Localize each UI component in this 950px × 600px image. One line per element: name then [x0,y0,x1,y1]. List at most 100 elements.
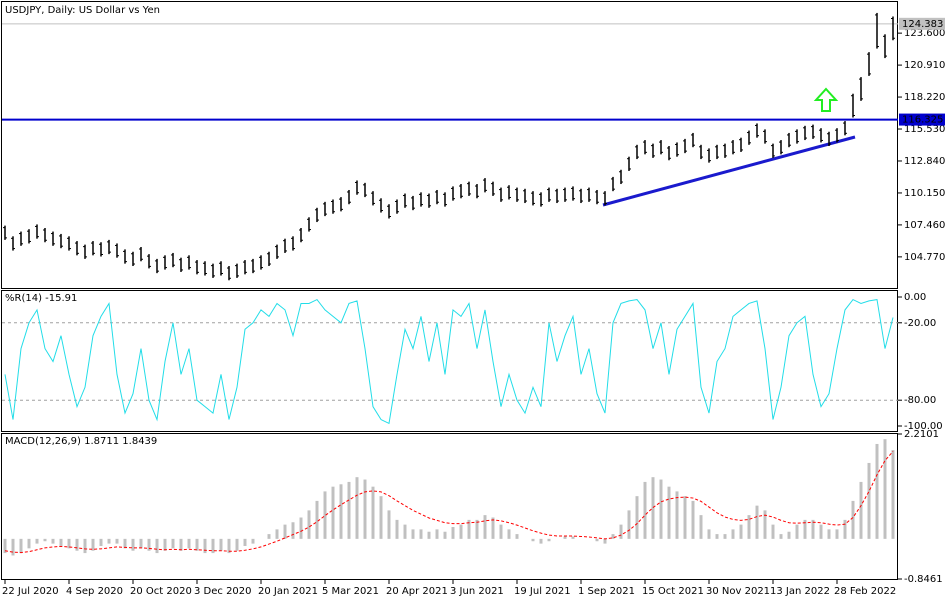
x-tick-label: 4 Sep 2020 [66,586,123,597]
macd-bar [379,496,383,539]
macd-bar [835,529,839,539]
macd-bar [643,481,647,539]
macd-bar [403,524,407,539]
macd-bar [371,486,375,539]
macd-bar [659,479,663,539]
macd-bar [435,529,439,539]
macd-bar [771,524,775,539]
macd-bar [115,538,119,544]
macd-bar [683,496,687,539]
macd-bar [483,515,487,539]
macd-bar [35,538,39,544]
y-tick-label: 118.220 [904,92,945,103]
macd-bar [515,534,519,539]
macd-bar [619,524,623,539]
x-tick-label: 28 Feb 2022 [834,586,896,597]
macd-bar [803,519,807,539]
y-tick-label: 2.2101 [904,429,939,440]
macd-bar [427,531,431,539]
macd-bar [123,538,127,549]
macd-bar [139,538,143,549]
macd-bar [603,538,607,544]
y-tick-label: 110.150 [904,188,945,199]
x-tick-label: 13 Jan 2022 [770,586,830,597]
macd-bar [67,538,71,549]
macd-bar [355,477,359,539]
macd-bar [275,529,279,539]
macd-bar [699,515,703,539]
macd-bar [3,538,7,554]
price-panel [1,1,898,289]
macd-bar [475,519,479,539]
macd-bar [99,538,103,546]
macd-bar [395,519,399,539]
macd-bar [691,500,695,539]
macd-bar [251,538,255,544]
x-tick-label: 5 Mar 2021 [322,586,379,597]
x-tick-label: 20 Apr 2021 [386,586,448,597]
macd-bar [611,534,615,539]
macd-bar [91,538,95,551]
macd-bar [171,538,175,549]
y-tick-label: 112.840 [904,156,945,167]
macd-bar [59,538,63,546]
macd-bar [347,481,351,539]
macd-bar [11,538,15,556]
macd-bar [539,538,543,544]
macd-bar [235,538,239,551]
macd-bar [507,529,511,539]
macd-bar [819,524,823,539]
macd-bar [227,538,231,554]
macd-bar [107,538,111,544]
macd-bar [499,524,503,539]
macd-bar [755,505,759,539]
macd-bar [811,519,815,539]
macd-bar [267,534,271,539]
last-price-box [899,17,945,30]
y-tick-label: -80.00 [904,395,936,406]
x-tick-label: 19 Jul 2021 [514,586,571,597]
y-tick-label: 120.910 [904,60,945,71]
macd-bar [27,538,31,549]
macd-bar [331,486,335,539]
macd-bar [635,496,639,539]
macd-bar [75,538,79,551]
macd-bar [363,479,367,539]
macd-bar [667,486,671,539]
macd-bar [315,500,319,539]
macd-bar [155,538,159,554]
macd-bar [595,538,599,542]
macd-bar [779,534,783,539]
y-tick-label: -20.00 [904,318,936,329]
wpr-line [4,298,894,425]
y-tick-label: 123.600 [904,28,945,39]
macd-bar [187,538,191,549]
macd-bar [291,522,295,539]
trend-line [602,135,856,207]
macd-bar [283,524,287,539]
x-tick-label: 22 Jul 2020 [2,586,59,597]
macd-bar [675,491,679,539]
macd-bar [459,524,463,539]
macd-bar [627,510,631,539]
macd-bar [219,538,223,551]
macd-bar [883,439,887,539]
y-tick-label: 104.770 [904,252,945,263]
macd-bar [179,538,183,551]
macd-bar [563,536,567,539]
macd-title: MACD(12,26,9) 1.8711 1.8439 [5,436,157,447]
macd-bar [843,519,847,539]
macd-bar [571,536,575,539]
macd-bar [651,477,655,539]
macd-bar [243,538,247,546]
y-tick-label: 0.00 [904,292,926,303]
macd-bar [323,491,327,539]
macd-bar [339,484,343,539]
macd-bar [387,510,391,539]
macd-bar [891,450,895,539]
x-tick-label: 1 Sep 2021 [578,586,635,597]
macd-bar [731,529,735,539]
macd-bar [531,538,535,542]
macd-bar [299,517,303,539]
